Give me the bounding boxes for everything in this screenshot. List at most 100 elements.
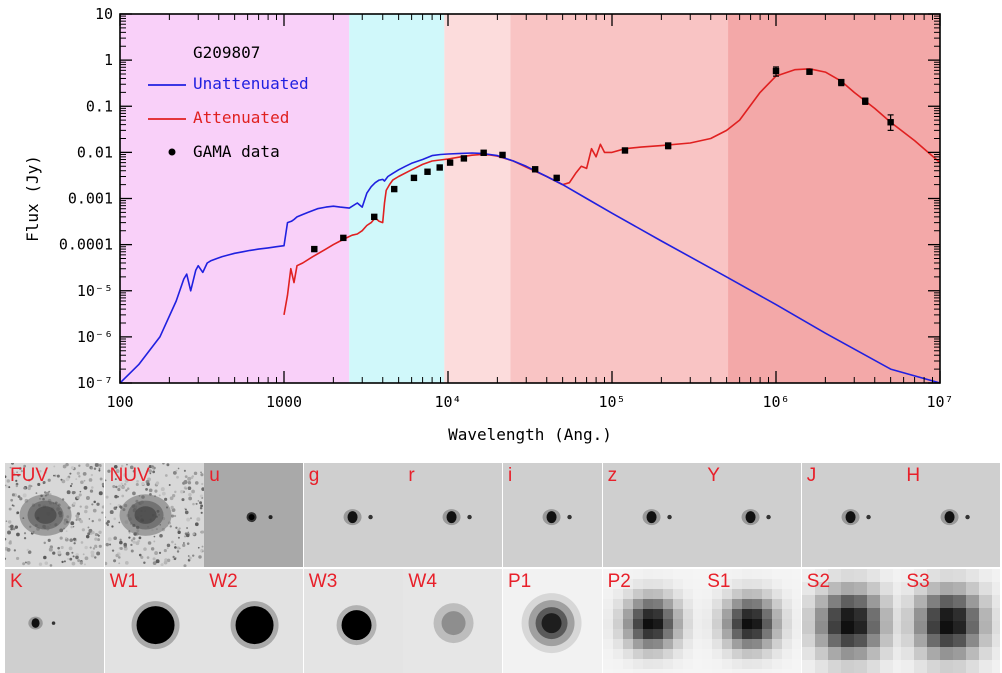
cutout-band-label: u bbox=[209, 465, 220, 486]
x-tick-label: 10⁴ bbox=[434, 393, 461, 411]
x-tick-label: 100 bbox=[106, 393, 133, 411]
data-point bbox=[446, 159, 454, 166]
chart-title: G209807 bbox=[193, 43, 260, 62]
data-point bbox=[460, 155, 468, 162]
cutout-band-label: FUV bbox=[10, 465, 48, 486]
cutout-image bbox=[702, 463, 802, 567]
x-tick-label: 1000 bbox=[266, 393, 302, 411]
cutout-band-label: r bbox=[408, 465, 415, 486]
cutout-image bbox=[403, 569, 503, 673]
data-point bbox=[371, 213, 378, 221]
cutout-z: z bbox=[602, 463, 702, 567]
cutout-band-label: K bbox=[10, 571, 23, 592]
cutout-band-label: J bbox=[806, 465, 817, 486]
cutout-band-label: W4 bbox=[408, 571, 437, 592]
cutout-i: i bbox=[503, 463, 602, 567]
data-point bbox=[340, 234, 347, 242]
y-tick-label: 10⁻⁶ bbox=[77, 328, 113, 346]
cutout-image bbox=[104, 463, 204, 567]
cutout-j: J bbox=[801, 463, 901, 567]
data-point bbox=[424, 168, 431, 175]
x-tick-label: 10⁵ bbox=[598, 393, 625, 411]
cutout-p2: P2 bbox=[602, 569, 702, 673]
legend-swatch bbox=[168, 148, 176, 156]
data-point bbox=[838, 79, 845, 86]
cutout-band-label: S2 bbox=[806, 571, 831, 592]
data-points bbox=[311, 66, 894, 253]
legend-label: GAMA data bbox=[193, 142, 280, 161]
data-point bbox=[410, 174, 418, 182]
cutout-band-label: S3 bbox=[906, 571, 930, 592]
cutout-image bbox=[801, 569, 901, 673]
band-4 bbox=[728, 14, 940, 383]
data-point bbox=[621, 147, 629, 154]
band-2 bbox=[444, 14, 511, 383]
cutout-image bbox=[403, 463, 503, 567]
x-tick-label: 10⁷ bbox=[926, 393, 953, 411]
band-0 bbox=[120, 14, 350, 383]
cutout-image bbox=[702, 569, 802, 673]
data-point bbox=[531, 166, 539, 173]
data-point bbox=[480, 149, 487, 156]
cutout-image bbox=[901, 463, 1001, 567]
cutout-u: u bbox=[204, 463, 304, 567]
cutout-r: r bbox=[403, 463, 503, 567]
cutout-band-label: W3 bbox=[308, 571, 338, 592]
data-point bbox=[664, 142, 672, 149]
cutout-image bbox=[602, 463, 702, 567]
y-tick-label: 10⁻⁷ bbox=[77, 374, 113, 392]
cutout-w4: W4 bbox=[403, 569, 503, 673]
cutout-s3: S3 bbox=[901, 569, 1001, 673]
cutout-image bbox=[5, 569, 104, 673]
cutout-image bbox=[303, 463, 403, 567]
cutout-y: Y bbox=[702, 463, 802, 567]
cutout-image bbox=[5, 463, 104, 567]
y-tick-label: 0.1 bbox=[86, 97, 113, 115]
x-axis-label: Wavelength (Ang.) bbox=[448, 425, 612, 444]
series-unattenuated-line bbox=[119, 152, 941, 384]
legend: G209807 Unattenuated Attenuated GAMA data bbox=[148, 43, 309, 161]
x-tick-label: 10⁶ bbox=[762, 393, 789, 411]
cutout-image bbox=[503, 569, 602, 673]
cutout-band-label: H bbox=[906, 465, 921, 486]
data-point bbox=[887, 119, 894, 126]
cutout-w3: W3 bbox=[303, 569, 403, 673]
data-point bbox=[311, 245, 318, 253]
cutout-image bbox=[303, 569, 403, 673]
cutout-image bbox=[204, 463, 304, 567]
cutout-image bbox=[901, 569, 1001, 673]
data-point bbox=[806, 68, 813, 75]
cutout-band-label: g bbox=[308, 465, 320, 486]
cutout-band-label: i bbox=[508, 465, 513, 486]
cutout-w2: W2 bbox=[204, 569, 304, 673]
cutout-g: g bbox=[303, 463, 403, 567]
sed-chart: 100 1000 10⁴ 10⁵ 10⁶ 10⁷ 10 1 0.1 0.01 0.001 0.0001… bbox=[23, 5, 954, 444]
data-point bbox=[391, 185, 398, 193]
wavelength-bands bbox=[120, 14, 940, 383]
y-tick-label: 10 bbox=[95, 5, 113, 23]
cutout-band-label: P1 bbox=[508, 571, 532, 592]
y-tick-label: 0.01 bbox=[77, 143, 113, 161]
cutout-w1: W1 bbox=[104, 569, 204, 673]
y-tick-label: 0.0001 bbox=[59, 236, 113, 254]
y-tick-label: 10⁻⁵ bbox=[77, 282, 113, 300]
data-point bbox=[772, 67, 780, 75]
cutout-band-label: W1 bbox=[109, 571, 139, 592]
data-point bbox=[862, 97, 869, 105]
cutout-s1: S1 bbox=[702, 569, 802, 673]
data-point bbox=[436, 164, 443, 171]
axis-ticks: 100 1000 10⁴ 10⁵ 10⁶ 10⁷ 10 1 0.1 0.01 0.001 0.0001… bbox=[59, 5, 954, 411]
cutout-band-label: NUV bbox=[109, 465, 150, 486]
cutout-k: K bbox=[5, 569, 104, 673]
band-1 bbox=[349, 14, 445, 383]
cutout-image bbox=[204, 569, 304, 673]
cutout-h: H bbox=[901, 463, 1001, 567]
legend-label: Unattenuated bbox=[193, 74, 309, 93]
legend-label: Attenuated bbox=[193, 108, 289, 127]
cutout-image bbox=[104, 569, 204, 673]
cutout-band-label: W2 bbox=[209, 571, 238, 592]
cutout-nuv: NUV bbox=[104, 463, 204, 567]
y-tick-label: 0.001 bbox=[68, 190, 113, 208]
y-tick-label: 1 bbox=[104, 51, 113, 69]
series-layer bbox=[119, 68, 941, 384]
